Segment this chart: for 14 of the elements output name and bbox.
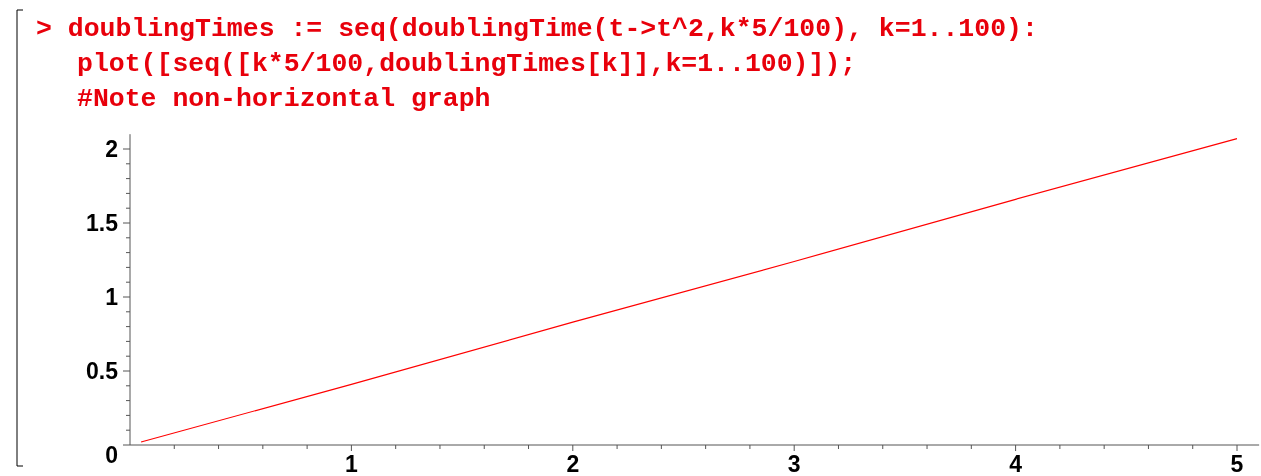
x-tick-label: 5 [1230, 451, 1244, 476]
text: #Note non-horizontal graph [77, 84, 491, 114]
y-tick-label: 1.5 [86, 210, 119, 236]
line-series [140, 138, 1238, 443]
x-tick-label: 1 [345, 451, 358, 476]
text: plot([seq([k*5/100,doublingTimes[k]],k=1..100)]); [77, 49, 857, 79]
y-tick-label: 2 [105, 136, 118, 162]
x-tick-label: 4 [1009, 451, 1023, 476]
text: > doublingTimes := seq(doublingTime(t->t^2,k*5/100), k=1..100): [36, 14, 1038, 44]
y-tick-label: 1 [105, 284, 119, 310]
x-tick-label: 3 [787, 451, 801, 476]
y-tick-label: 0 [105, 442, 118, 468]
y-tick-label: 0.5 [86, 358, 119, 384]
x-tick-label: 2 [566, 451, 580, 476]
